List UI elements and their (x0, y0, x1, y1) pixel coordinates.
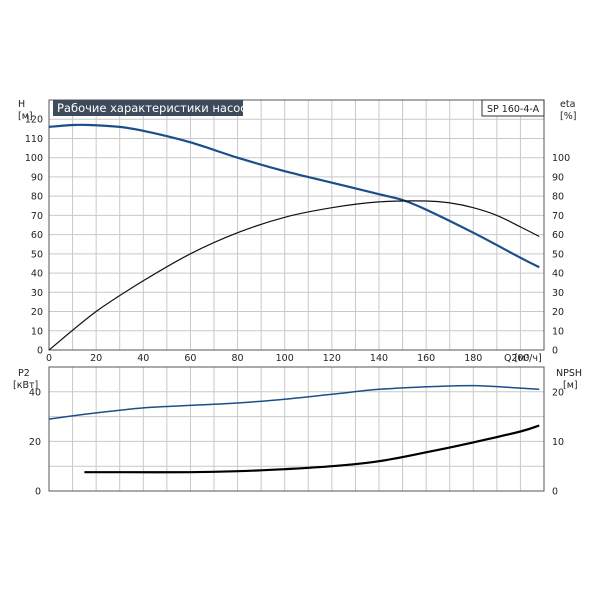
eta-tick-label: 90 (552, 172, 564, 183)
p2-tick-label: 0 (35, 487, 41, 498)
h-tick-label: 80 (31, 192, 43, 203)
eta-tick-label: 70 (552, 211, 564, 222)
npsh-tick-label: 20 (552, 387, 564, 398)
npsh-axis-unit: [м] (563, 380, 578, 391)
x-tick-label: 20 (90, 353, 102, 364)
x-tick-label: 40 (137, 353, 149, 364)
h-tick-label: 120 (25, 115, 43, 126)
eta-tick-label: 0 (552, 346, 558, 357)
h-tick-label: 30 (31, 288, 43, 299)
npsh-axis-label: NPSH (556, 368, 582, 379)
top-plot-grid (49, 100, 544, 350)
p2-axis-label: P2 (18, 368, 30, 379)
x-tick-label: 100 (276, 353, 294, 364)
h-tick-label: 110 (25, 134, 43, 145)
h-tick-label: 20 (31, 307, 43, 318)
p2-axis-unit: [кВт] (13, 380, 38, 391)
x-tick-label: 80 (232, 353, 244, 364)
top-tick-labels: 0 20 40 60 80 100 120 140 160 180 2000102030405060… (25, 115, 570, 364)
npsh-tick-label: 10 (552, 437, 564, 448)
x-tick-label: 160 (417, 353, 435, 364)
h-tick-label: 100 (25, 153, 43, 164)
x-tick-label: 0 (46, 353, 52, 364)
eta-tick-label: 60 (552, 230, 564, 241)
efficiency-curve (48, 200, 540, 351)
h-tick-label: 60 (31, 230, 43, 241)
model-label-box (481, 99, 545, 117)
eta-axis-label: eta (560, 99, 575, 110)
eta-tick-label: 40 (552, 269, 564, 280)
q-axis-label: Q [м³/ч] (504, 353, 542, 364)
p2-tick-label: 40 (29, 387, 41, 398)
npsh-tick-label: 0 (552, 487, 558, 498)
eta-axis-unit: [%] (560, 111, 576, 122)
h-axis-unit: [м] (18, 111, 33, 122)
x-tick-label: 200 (511, 353, 529, 364)
bottom-series-group (48, 384, 540, 474)
bottom-plot-grid (49, 367, 544, 491)
h-tick-label: 40 (31, 269, 43, 280)
head-curve (48, 123, 540, 269)
h-tick-label: 50 (31, 249, 43, 260)
power-curve (48, 384, 540, 420)
eta-tick-label: 100 (552, 153, 570, 164)
model-label: SP 160-4-A (487, 104, 540, 115)
eta-tick-label: 20 (552, 307, 564, 318)
x-tick-label: 120 (323, 353, 341, 364)
eta-tick-label: 50 (552, 249, 564, 260)
top-series-group (48, 123, 540, 351)
h-tick-label: 10 (31, 326, 43, 337)
eta-tick-label: 10 (552, 326, 564, 337)
eta-tick-label: 30 (552, 288, 564, 299)
h-tick-label: 70 (31, 211, 43, 222)
p2-tick-label: 20 (29, 437, 41, 448)
x-tick-label: 140 (370, 353, 388, 364)
h-tick-label: 0 (37, 346, 43, 357)
npsh-curve (84, 424, 540, 474)
h-tick-label: 90 (31, 172, 43, 183)
x-tick-label: 180 (464, 353, 482, 364)
h-axis-label: H (18, 99, 25, 110)
title-background (53, 100, 243, 116)
eta-tick-label: 80 (552, 192, 564, 203)
bottom-tick-labels: 0 20 40 0 10 20 (29, 387, 564, 497)
chart-title: Рабочие характеристики насоса (57, 101, 254, 115)
bottom-plot-frame (48, 366, 545, 492)
x-tick-label: 60 (184, 353, 196, 364)
top-plot-frame (48, 99, 545, 351)
